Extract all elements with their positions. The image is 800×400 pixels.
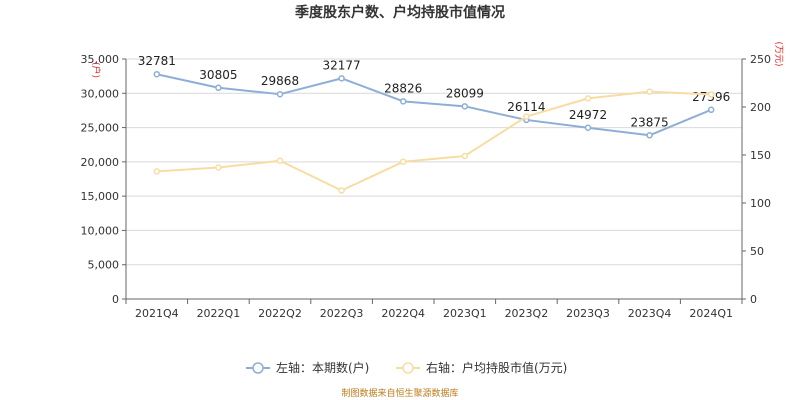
x-axis-tick-label: 2023Q1 <box>443 307 487 320</box>
data-label: 29868 <box>261 74 299 88</box>
legend-item-avg-holding-value[interactable]: 右轴：户均持股市值(万元) <box>396 360 567 375</box>
x-axis-tick-label: 2022Q4 <box>381 307 425 320</box>
avg-holding-value-point <box>215 164 222 171</box>
avg-holding-value-line <box>156 90 712 192</box>
left-axis-tick-label: 30,000 <box>81 87 120 100</box>
right-axis-tick-label: 0 <box>750 293 757 306</box>
x-axis-tick-label: 2022Q2 <box>258 307 302 320</box>
legend[interactable]: 左轴：本期数(户) 右轴：户均持股市值(万元) <box>246 360 567 375</box>
avg-holding-value-point <box>153 168 161 175</box>
left-axis-tick-label: 5,000 <box>88 259 120 272</box>
data-label: 32781 <box>138 54 176 68</box>
right-axis-tick-label: 150 <box>750 149 771 162</box>
legend-marker-icon <box>252 362 264 374</box>
legend-label: 左轴：本期数(户) <box>276 360 369 375</box>
x-axis-tick-label: 2021Q4 <box>135 307 179 320</box>
avg-holding-value-point <box>338 187 345 194</box>
x-axis-tick-label: 2022Q3 <box>320 307 364 320</box>
legend-marker-icon <box>402 362 414 374</box>
left-axis-unit: (户) <box>90 62 102 78</box>
right-axis-unit: (万元) <box>773 41 783 66</box>
data-label: 26114 <box>507 100 545 114</box>
shareholder-count-line <box>156 73 712 137</box>
left-axis-tick-label: 35,000 <box>81 53 120 66</box>
data-label: 24972 <box>569 108 607 122</box>
left-axis-tick-label: 0 <box>112 293 119 306</box>
right-axis-tick-label: 250 <box>750 53 771 66</box>
data-label: 28099 <box>446 86 484 100</box>
shareholder-count-point <box>338 75 345 82</box>
avg-holding-value-point <box>707 91 715 98</box>
left-axis-tick-label: 15,000 <box>81 190 120 203</box>
avg-holding-value-point <box>523 113 530 120</box>
shareholder-count-point <box>584 124 592 132</box>
shareholder-count-point <box>399 98 407 105</box>
left-axis-tick-label: 10,000 <box>81 224 120 237</box>
avg-holding-value-point <box>646 88 653 95</box>
right-axis-tick-label: 50 <box>750 245 764 258</box>
axes: 0 5,000 10,000 15,000 20,000 25,000 30,000 35,0… <box>81 53 772 320</box>
data-label: 23875 <box>631 115 669 129</box>
legend-item-shareholder-count[interactable]: 左轴：本期数(户) <box>246 360 369 375</box>
left-axis-tick-label: 25,000 <box>81 122 120 135</box>
right-axis-tick-label: 100 <box>750 197 771 210</box>
shareholder-count-point <box>153 70 161 78</box>
x-axis-tick-label: 2023Q4 <box>628 307 672 320</box>
shareholder-count-point <box>215 84 222 92</box>
grid-lines <box>126 58 742 300</box>
x-axis-tick-label: 2022Q1 <box>197 307 241 320</box>
avg-holding-value-point <box>461 152 469 160</box>
x-axis-tick-label: 2023Q2 <box>505 307 549 320</box>
avg-holding-value-point <box>584 95 592 102</box>
x-axis-tick-label: 2023Q3 <box>566 307 610 320</box>
legend-label: 右轴：户均持股市值(万元) <box>426 360 567 375</box>
data-label: 32177 <box>323 58 361 72</box>
chart-title: 季度股东户数、户均持股市值情况 <box>294 4 505 21</box>
data-label: 28826 <box>384 81 422 95</box>
shareholder-count-point <box>461 103 469 110</box>
left-axis-tick-label: 20,000 <box>81 156 120 169</box>
shareholder-count-point <box>646 132 653 139</box>
avg-holding-value-point <box>276 157 284 165</box>
x-axis-tick-label: 2024Q1 <box>689 307 733 320</box>
series-layer: 32781 30805 29868 32177 28826 28099 26114 24972… <box>138 54 730 194</box>
right-axis-tick-label: 200 <box>750 101 771 114</box>
shareholder-count-point <box>707 106 715 114</box>
data-label: 30805 <box>199 68 237 82</box>
shareholder-count-point <box>276 90 284 98</box>
data-source-note: 制图数据来自恒生聚源数据库 <box>341 387 458 399</box>
avg-holding-value-point <box>399 158 407 165</box>
